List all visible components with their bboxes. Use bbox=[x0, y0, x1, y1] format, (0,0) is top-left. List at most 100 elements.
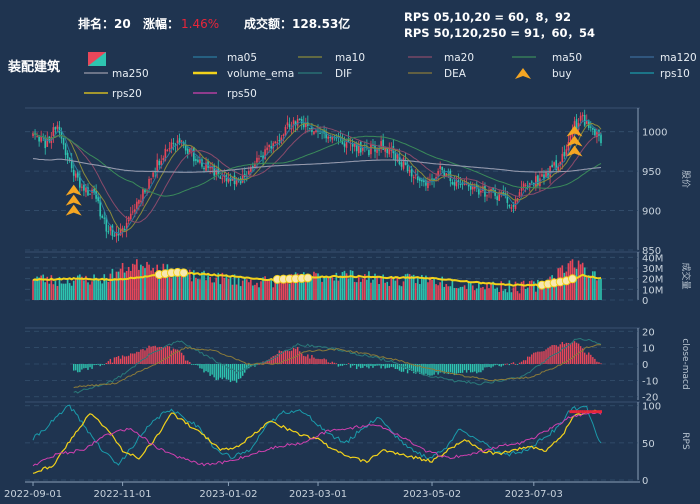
macd-histogram-bar bbox=[571, 342, 574, 364]
macd-histogram-bar bbox=[506, 363, 509, 365]
volume-bar bbox=[229, 277, 232, 300]
volume-bar bbox=[168, 276, 171, 300]
volume-bar bbox=[545, 282, 547, 300]
price-candle bbox=[437, 170, 439, 177]
macd-histogram-bar bbox=[504, 363, 507, 365]
macd-histogram-bar bbox=[362, 364, 364, 368]
macd-histogram-bar bbox=[199, 364, 201, 369]
price-candle bbox=[184, 145, 187, 151]
macd-histogram-bar bbox=[425, 364, 427, 374]
rps-high-marker bbox=[585, 410, 588, 414]
volume-bar bbox=[158, 272, 161, 300]
volume-bar bbox=[123, 272, 126, 300]
price-candle bbox=[188, 149, 191, 153]
volume-bar bbox=[292, 274, 295, 300]
volume-bar bbox=[418, 284, 421, 300]
macd-histogram-bar bbox=[288, 351, 291, 364]
macd-histogram-bar bbox=[565, 342, 568, 364]
macd-histogram-bar bbox=[590, 354, 592, 364]
volume-bar bbox=[162, 263, 165, 300]
volume-bar bbox=[453, 287, 456, 300]
volume-bar bbox=[583, 267, 586, 300]
volume-bar bbox=[349, 270, 352, 300]
price-candle bbox=[335, 137, 338, 139]
volume-bar bbox=[87, 282, 89, 300]
volume-bar bbox=[459, 286, 462, 300]
volume-bar bbox=[217, 272, 220, 300]
macd-histogram-bar bbox=[472, 364, 474, 373]
volume-bar bbox=[347, 278, 350, 300]
price-candle bbox=[441, 166, 444, 170]
price-y-tick-label: 950 bbox=[642, 167, 661, 178]
price-buy-signal-icon bbox=[566, 135, 583, 147]
rps10-line bbox=[32, 404, 602, 466]
price-candle bbox=[537, 175, 539, 186]
volume-bar bbox=[408, 274, 411, 300]
macd-histogram-bar bbox=[229, 364, 232, 383]
volume-bar bbox=[435, 284, 437, 300]
volume-bar bbox=[115, 271, 118, 300]
macd-histogram-bar bbox=[117, 355, 120, 364]
volume-y-axis-label: 成交量 bbox=[680, 262, 692, 289]
legend-rps10-label: rps10 bbox=[660, 68, 690, 80]
macd-histogram-bar bbox=[282, 351, 285, 364]
price-candle bbox=[219, 176, 222, 179]
price-candle bbox=[52, 127, 55, 137]
macd-histogram-bar bbox=[453, 364, 456, 376]
macd-histogram-bar bbox=[496, 364, 498, 365]
macd-histogram-bar bbox=[520, 361, 523, 364]
macd-histogram-bar bbox=[103, 364, 105, 365]
macd-histogram-bar bbox=[351, 364, 354, 366]
macd-histogram-bar bbox=[91, 364, 93, 369]
volume-bar bbox=[81, 276, 83, 300]
price-candle bbox=[201, 159, 203, 167]
rps-high-marker bbox=[573, 410, 576, 414]
volume-bar bbox=[457, 288, 460, 300]
volume-bar bbox=[551, 275, 553, 300]
volume-bar bbox=[384, 282, 387, 300]
price-candle bbox=[64, 144, 67, 155]
macd-histogram-bar bbox=[488, 364, 490, 367]
macd-histogram-bar bbox=[298, 351, 301, 364]
macd-histogram-bar bbox=[258, 363, 260, 365]
rps-high-marker bbox=[571, 410, 574, 414]
volume-bar bbox=[565, 271, 568, 300]
volume-bar bbox=[386, 281, 389, 300]
macd-histogram-bar bbox=[500, 364, 502, 367]
macd-histogram-bar bbox=[160, 346, 162, 364]
volume-bar bbox=[343, 270, 346, 300]
volume-bar bbox=[93, 274, 95, 300]
price-candle bbox=[547, 173, 549, 178]
macd-histogram-bar bbox=[134, 353, 136, 364]
volume-bar bbox=[266, 280, 268, 300]
macd-histogram-bar bbox=[115, 356, 118, 364]
volume-bar bbox=[526, 287, 529, 300]
volume-bar bbox=[329, 276, 332, 300]
volume-bar bbox=[304, 277, 307, 300]
price-candle bbox=[282, 134, 285, 136]
price-candle bbox=[172, 142, 175, 144]
volume-bar bbox=[516, 291, 519, 300]
volume-bar bbox=[494, 288, 496, 300]
volume-bar bbox=[58, 276, 61, 300]
rps-high-marker bbox=[589, 410, 592, 414]
volume-bar bbox=[64, 283, 67, 300]
macd-histogram-bar bbox=[529, 356, 531, 364]
volume-ema-line bbox=[32, 271, 602, 287]
legend-title: 装配建筑 bbox=[7, 59, 60, 75]
volume-bar bbox=[315, 273, 317, 300]
macd-histogram-bar bbox=[317, 358, 319, 364]
volume-bar bbox=[341, 272, 344, 300]
rps-high-marker bbox=[577, 410, 580, 414]
price-candle bbox=[85, 187, 87, 193]
price-candle bbox=[370, 144, 372, 155]
volume-bar bbox=[455, 288, 458, 300]
legend-volume_ema-label: volume_ema bbox=[227, 68, 294, 80]
volume-bar bbox=[66, 277, 69, 300]
volume-bar bbox=[97, 278, 99, 300]
price-candle bbox=[209, 166, 211, 169]
macd-histogram-bar bbox=[355, 364, 358, 370]
volume-bar bbox=[95, 277, 97, 300]
macd-histogram-bar bbox=[423, 364, 425, 375]
macd-histogram-bar bbox=[447, 364, 450, 375]
